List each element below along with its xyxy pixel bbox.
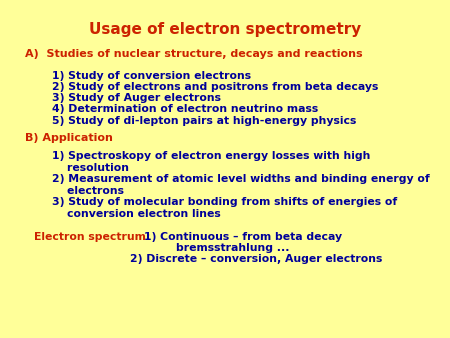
- Text: 2) Discrete – conversion, Auger electrons: 2) Discrete – conversion, Auger electron…: [130, 254, 383, 264]
- Text: 3) Study of molecular bonding from shifts of energies of: 3) Study of molecular bonding from shift…: [52, 197, 397, 208]
- Text: 4) Determination of electron neutrino mass: 4) Determination of electron neutrino ma…: [52, 104, 318, 115]
- Text: 1) Study of conversion electrons: 1) Study of conversion electrons: [52, 71, 251, 81]
- Text: 2) Measurement of atomic level widths and binding energy of: 2) Measurement of atomic level widths an…: [52, 174, 429, 185]
- Text: Electron spectrum:: Electron spectrum:: [34, 232, 150, 242]
- Text: B) Application: B) Application: [25, 133, 112, 143]
- Text: 1) Continuous – from beta decay: 1) Continuous – from beta decay: [144, 232, 342, 242]
- Text: conversion electron lines: conversion electron lines: [52, 209, 220, 219]
- Text: Usage of electron spectrometry: Usage of electron spectrometry: [89, 22, 361, 37]
- Text: resolution: resolution: [52, 163, 129, 173]
- Text: 2) Study of electrons and positrons from beta decays: 2) Study of electrons and positrons from…: [52, 82, 378, 92]
- Text: 3) Study of Auger electrons: 3) Study of Auger electrons: [52, 93, 221, 103]
- Text: 1) Spectroskopy of electron energy losses with high: 1) Spectroskopy of electron energy losse…: [52, 151, 370, 162]
- Text: 5) Study of di-lepton pairs at high-energy physics: 5) Study of di-lepton pairs at high-ener…: [52, 116, 356, 126]
- Text: bremsstrahlung ...: bremsstrahlung ...: [176, 243, 289, 253]
- Text: A)  Studies of nuclear structure, decays and reactions: A) Studies of nuclear structure, decays …: [25, 49, 362, 59]
- Text: electrons: electrons: [52, 186, 124, 196]
